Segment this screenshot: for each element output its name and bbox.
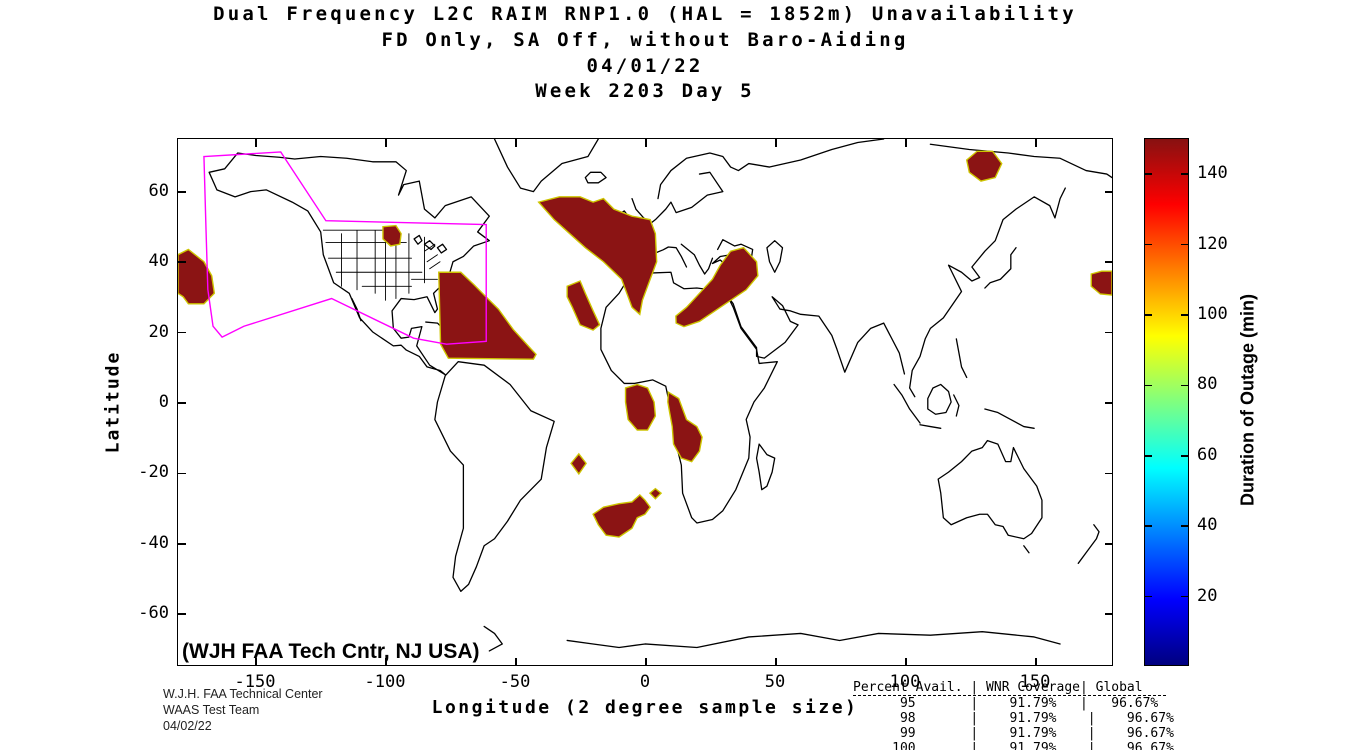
stats-table-row: 98 | 91.79% | 96.67% bbox=[853, 711, 1174, 726]
world-coastlines bbox=[209, 139, 1112, 651]
colorbar-tick-label: 80 bbox=[1197, 374, 1218, 395]
tick-mark bbox=[178, 191, 186, 193]
tick-mark bbox=[1104, 613, 1113, 615]
outage-region-s-atlantic-diamond2 bbox=[650, 489, 661, 499]
colorbar-tick-mark bbox=[1145, 314, 1152, 316]
figure-title-line-2: FD Only, SA Off, without Baro-Aiding bbox=[381, 29, 909, 51]
x-tick-label: 0 bbox=[639, 672, 651, 692]
tick-mark bbox=[1104, 331, 1113, 334]
stats-table: Percent Avail. | WNR Coverage| Global 95… bbox=[853, 680, 1174, 750]
tick-mark bbox=[1104, 191, 1113, 193]
outage-region-ne-russia bbox=[967, 151, 1002, 181]
outage-region-canary-madeira bbox=[567, 281, 599, 330]
colorbar-tick-label: 120 bbox=[1197, 233, 1228, 254]
y-tick-label: -20 bbox=[138, 462, 169, 483]
y-axis-label: Latitude bbox=[102, 350, 124, 454]
tick-mark bbox=[178, 261, 186, 263]
stats-table-row: 100 | 91.79% | 96.67% bbox=[853, 741, 1174, 750]
colorbar-tick-mark bbox=[1181, 384, 1188, 387]
tick-mark bbox=[178, 472, 186, 475]
waas-coverage-boundary bbox=[204, 152, 486, 344]
colorbar-tick-mark bbox=[1145, 455, 1152, 457]
colorbar bbox=[1144, 138, 1189, 666]
colorbar-tick-mark bbox=[1145, 525, 1152, 527]
tick-mark bbox=[385, 139, 387, 147]
colorbar-tick-label: 140 bbox=[1197, 163, 1228, 184]
colorbar-tick-mark bbox=[1145, 173, 1152, 175]
tick-mark bbox=[1104, 261, 1113, 263]
magenta-credit-text: (WJH FAA Tech Cntr, NJ USA) bbox=[182, 640, 480, 663]
colorbar-tick-label: 20 bbox=[1197, 585, 1218, 606]
footer-credit: W.J.H. FAA Technical Center WAAS Test Te… bbox=[163, 687, 323, 733]
tick-mark bbox=[775, 657, 777, 666]
tick-mark bbox=[905, 139, 907, 147]
figure-title-line-4: Week 2203 Day 5 bbox=[535, 80, 755, 102]
figure-title-line-3: 04/01/22 bbox=[586, 55, 704, 77]
colorbar-tick-mark bbox=[1181, 314, 1188, 316]
x-tick-label: -150 bbox=[234, 672, 276, 692]
map-canvas bbox=[178, 139, 1112, 665]
colorbar-tick-label: 40 bbox=[1197, 515, 1218, 536]
colorbar-tick-mark bbox=[1145, 243, 1152, 246]
tick-mark bbox=[178, 543, 186, 545]
x-tick-label: 150 bbox=[1019, 672, 1051, 692]
map-axes bbox=[177, 138, 1113, 666]
waas-boundary-layer bbox=[204, 152, 486, 344]
stats-table-header: Percent Avail. | WNR Coverage| Global bbox=[853, 680, 1167, 696]
y-tick-label: 40 bbox=[148, 251, 169, 272]
outage-regions-layer bbox=[178, 151, 1112, 537]
tick-mark bbox=[178, 613, 186, 615]
colorbar-label: Duration of Outage (min) bbox=[1237, 294, 1258, 506]
colorbar-tick-label: 100 bbox=[1197, 304, 1228, 324]
tick-mark bbox=[515, 657, 517, 666]
outage-region-middle-east bbox=[676, 248, 758, 327]
outage-region-s-atlantic-diamond bbox=[571, 454, 586, 474]
x-tick-label: 100 bbox=[889, 672, 921, 692]
y-tick-label: -60 bbox=[138, 603, 169, 624]
outage-region-w-pacific-edge bbox=[1091, 271, 1112, 295]
colorbar-tick-mark bbox=[1181, 595, 1188, 598]
y-tick-label: 60 bbox=[148, 180, 169, 201]
stats-table-row: 99 | 91.79% | 96.67% bbox=[853, 726, 1174, 741]
tick-mark bbox=[645, 139, 647, 147]
x-tick-label: -100 bbox=[364, 672, 406, 692]
outage-region-south-atlantic-blob bbox=[593, 495, 650, 537]
y-tick-label: -40 bbox=[138, 532, 169, 553]
tick-mark bbox=[1035, 657, 1037, 666]
tick-mark bbox=[515, 139, 517, 147]
outage-region-caribbean-w-atlantic bbox=[439, 272, 536, 359]
tick-mark bbox=[1104, 543, 1113, 545]
colorbar-tick-mark bbox=[1181, 173, 1188, 175]
outage-region-lake-superior bbox=[383, 226, 401, 246]
tick-mark bbox=[775, 139, 777, 147]
tick-mark bbox=[1035, 139, 1037, 147]
colorbar-tick-mark bbox=[1145, 384, 1152, 387]
tick-mark bbox=[905, 657, 907, 666]
tick-mark bbox=[178, 402, 186, 404]
colorbar-tick-label: 60 bbox=[1197, 444, 1218, 465]
us-state-borders bbox=[323, 230, 440, 300]
colorbar-tick-mark bbox=[1181, 525, 1188, 527]
outage-region-gulf-of-guinea bbox=[626, 384, 656, 430]
y-tick-label: 20 bbox=[148, 321, 169, 342]
colorbar-tick-mark bbox=[1145, 595, 1152, 598]
colorbar-tick-mark bbox=[1181, 243, 1188, 246]
x-axis-label: Longitude (2 degree sample size) bbox=[431, 697, 859, 718]
stats-table-row: 95 | 91.79% | 96.67% bbox=[853, 696, 1167, 711]
outage-region-angola-coast bbox=[668, 392, 702, 461]
tick-mark bbox=[645, 657, 647, 666]
tick-mark bbox=[255, 657, 257, 666]
tick-mark bbox=[385, 657, 387, 666]
colorbar-tick-mark bbox=[1181, 455, 1188, 457]
tick-mark bbox=[1104, 472, 1113, 475]
figure-title-line-1: Dual Frequency L2C RAIM RNP1.0 (HAL = 18… bbox=[213, 3, 1077, 25]
tick-mark bbox=[178, 331, 186, 334]
outage-region-north-atlantic-europe bbox=[539, 197, 657, 314]
x-tick-label: 50 bbox=[764, 672, 786, 692]
y-tick-label: 0 bbox=[158, 392, 169, 412]
x-tick-label: -50 bbox=[499, 672, 531, 692]
tick-mark bbox=[1104, 402, 1113, 404]
tick-mark bbox=[255, 139, 257, 147]
